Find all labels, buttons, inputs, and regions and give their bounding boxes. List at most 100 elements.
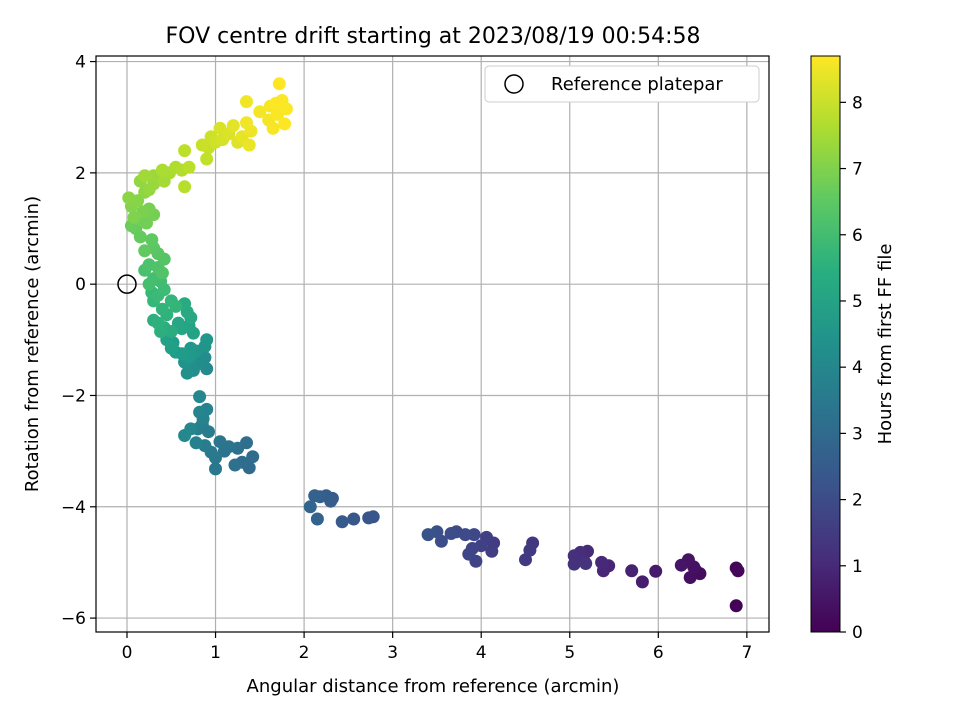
- data-point: [649, 564, 663, 578]
- plot-area: 0 1 2 3 4 5 6 7 −6 −4 −2 0 2 4: [61, 53, 770, 663]
- data-point: [155, 302, 169, 316]
- colorbar-tick-label: 4: [852, 358, 863, 378]
- y-tick-label: 0: [75, 275, 86, 295]
- y-tick-label: −6: [61, 609, 86, 629]
- reference-marker: [117, 274, 137, 294]
- y-axis-ticks: −6 −4 −2 0 2 4: [61, 53, 96, 629]
- x-tick-label: 0: [122, 643, 133, 663]
- colorbar-tick-label: 3: [852, 424, 863, 444]
- data-point: [138, 244, 152, 258]
- data-point: [182, 160, 196, 174]
- data-point: [567, 557, 581, 571]
- reference-platepar-point: [117, 274, 137, 294]
- data-point: [189, 436, 203, 450]
- data-point: [266, 121, 280, 135]
- x-tick-label: 2: [299, 643, 310, 663]
- plot-frame: [95, 55, 770, 633]
- data-point: [180, 366, 194, 380]
- data-point: [213, 435, 227, 449]
- legend-box: [484, 65, 760, 103]
- colorbar-tick-label: 6: [852, 226, 863, 246]
- data-point: [308, 489, 322, 503]
- data-point: [127, 210, 141, 224]
- data-point: [178, 180, 192, 194]
- colorbar-ticks: 0 1 2 3 4 5 6 7 8: [840, 93, 863, 643]
- data-point: [240, 95, 253, 109]
- x-axis-label: Angular distance from reference (arcmin): [247, 676, 620, 697]
- data-point: [635, 575, 649, 589]
- data-point: [362, 511, 376, 525]
- data-point: [683, 571, 697, 584]
- data-point: [240, 116, 253, 130]
- colorbar-tick-label: 5: [852, 292, 863, 312]
- y-tick-label: −4: [61, 498, 86, 518]
- data-point: [193, 405, 207, 419]
- data-point: [674, 558, 688, 572]
- data-point: [303, 500, 317, 514]
- data-point: [310, 512, 324, 526]
- data-point: [138, 169, 152, 183]
- colorbar-tick-label: 2: [852, 491, 863, 511]
- data-point: [155, 163, 169, 177]
- data-point: [279, 102, 293, 116]
- data-point: [155, 266, 169, 280]
- chart-title: FOV centre drift starting at 2023/08/19 …: [166, 24, 701, 49]
- y-tick-label: 4: [75, 53, 86, 73]
- colorbar-label: Hours from first FF file: [875, 244, 896, 445]
- data-point: [278, 117, 292, 131]
- data-point: [145, 233, 159, 247]
- data-point: [421, 528, 435, 542]
- data-point: [625, 564, 639, 578]
- data-point: [444, 527, 458, 540]
- colorbar-gradient: [810, 55, 841, 633]
- x-tick-label: 1: [210, 643, 221, 663]
- legend-marker: [504, 74, 524, 94]
- colorbar: 0 1 2 3 4 5 6 7 8 Hours from first FF file: [810, 55, 896, 643]
- legend: Reference platepar: [484, 65, 760, 103]
- data-point: [347, 512, 361, 526]
- data-point: [269, 96, 283, 110]
- x-axis-ticks: 0 1 2 3 4 5 6 7: [122, 632, 752, 663]
- data-point: [195, 138, 209, 152]
- colorbar-tick-label: 1: [852, 557, 863, 577]
- data-point: [226, 119, 240, 133]
- data-point: [485, 544, 499, 558]
- x-tick-label: 5: [564, 643, 575, 663]
- data-point: [253, 105, 267, 119]
- x-tick-label: 7: [741, 643, 752, 663]
- data-point: [200, 333, 214, 347]
- data-point: [519, 553, 532, 567]
- data-point: [246, 450, 260, 464]
- data-point: [228, 458, 242, 472]
- scatter-points: [122, 77, 745, 613]
- data-point: [335, 515, 349, 529]
- data-point: [272, 77, 286, 91]
- y-axis-label: Rotation from reference (arcmin): [22, 196, 43, 492]
- grid-lines: [96, 56, 769, 632]
- data-point: [579, 557, 593, 570]
- x-tick-label: 6: [653, 643, 664, 663]
- data-point: [595, 555, 609, 569]
- data-point: [164, 294, 178, 308]
- x-tick-label: 3: [387, 643, 398, 663]
- y-tick-label: 2: [75, 164, 86, 184]
- data-point: [729, 599, 743, 613]
- data-point: [142, 277, 156, 291]
- legend-label: Reference platepar: [551, 74, 723, 95]
- y-tick-label: −2: [61, 386, 86, 406]
- colorbar-tick-label: 8: [852, 93, 863, 113]
- data-point: [200, 152, 214, 166]
- data-point: [242, 138, 256, 152]
- data-point: [178, 144, 192, 158]
- data-point: [193, 390, 207, 404]
- data-point: [151, 316, 165, 330]
- x-tick-label: 4: [476, 643, 487, 663]
- data-point: [731, 564, 745, 578]
- data-point: [178, 429, 192, 442]
- data-point: [122, 191, 136, 205]
- colorbar-tick-label: 7: [852, 160, 863, 180]
- data-point: [462, 547, 476, 561]
- colorbar-tick-label: 0: [852, 623, 863, 643]
